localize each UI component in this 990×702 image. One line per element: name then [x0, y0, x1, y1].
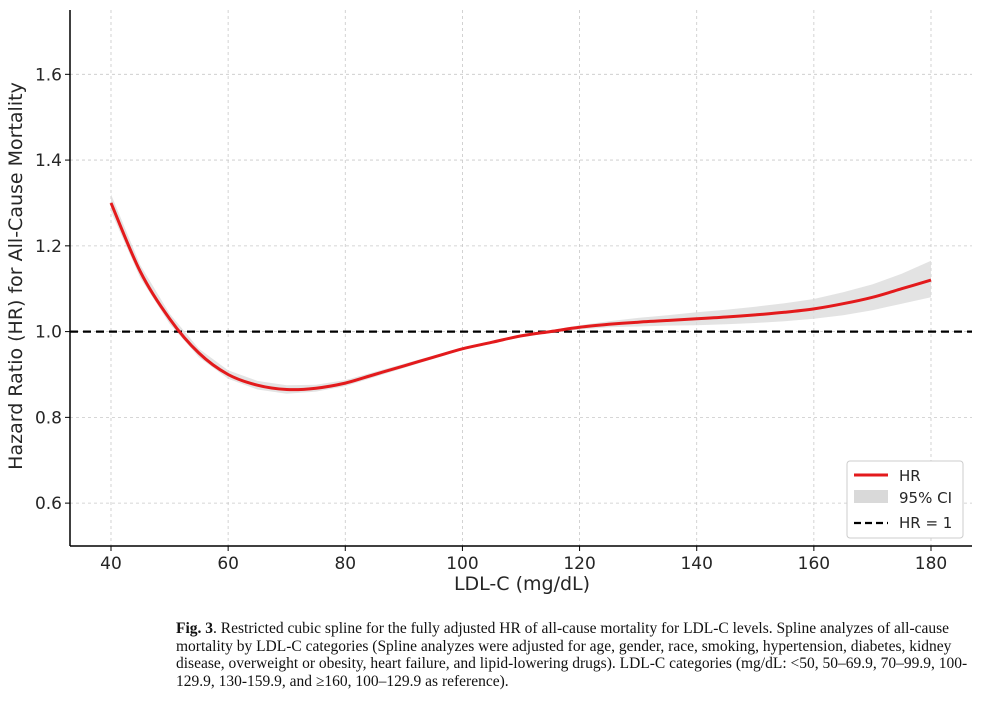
- hr-curve: [109, 202, 932, 392]
- y-tick-label: 0.8: [35, 408, 62, 428]
- caption-text: . Restricted cubic spline for the fully …: [176, 620, 968, 690]
- x-tick-label: 140: [680, 554, 712, 574]
- x-tick-label: 40: [100, 554, 122, 574]
- y-tick-label: 1.6: [35, 65, 62, 85]
- legend-ci-label: 95% CI: [899, 489, 952, 507]
- x-tick-label: 80: [334, 554, 356, 574]
- x-tick-label: 60: [217, 554, 239, 574]
- y-tick-label: 1.4: [35, 151, 62, 171]
- y-tick-label: 0.6: [35, 494, 62, 514]
- figure-label: Fig. 3: [176, 620, 214, 637]
- y-axis-ticks: 0.6 0.8 1.0 1.2 1.4 1.6: [35, 65, 70, 514]
- legend-ci-swatch: [854, 490, 888, 503]
- y-axis-title: Hazard Ratio (HR) for All-Cause Mortalit…: [5, 82, 27, 470]
- ci-band-95: [111, 194, 931, 394]
- grid-lines: [70, 10, 972, 546]
- figure-caption: Fig. 3. Restricted cubic spline for the …: [176, 620, 976, 690]
- x-axis-title: LDL-C (mg/dL): [454, 573, 590, 595]
- legend-hr-label: HR: [899, 467, 921, 485]
- y-tick-label: 1.2: [35, 237, 62, 257]
- x-tick-label: 160: [798, 554, 830, 574]
- x-axis-ticks: 40 60 80 100 120 140 160 180: [100, 546, 947, 574]
- legend: HR 95% CI HR = 1: [846, 460, 964, 539]
- x-tick-label: 180: [915, 554, 947, 574]
- axes: [69, 10, 972, 547]
- y-tick-label: 1.0: [35, 323, 62, 343]
- x-tick-label: 100: [446, 554, 478, 574]
- x-tick-label: 120: [563, 554, 595, 574]
- spline-chart: 40 60 80 100 120 140 160 180 0.6 0.8 1.0 1.2 1.4 1.6…: [5, 10, 972, 595]
- legend-ref-label: HR = 1: [899, 514, 952, 532]
